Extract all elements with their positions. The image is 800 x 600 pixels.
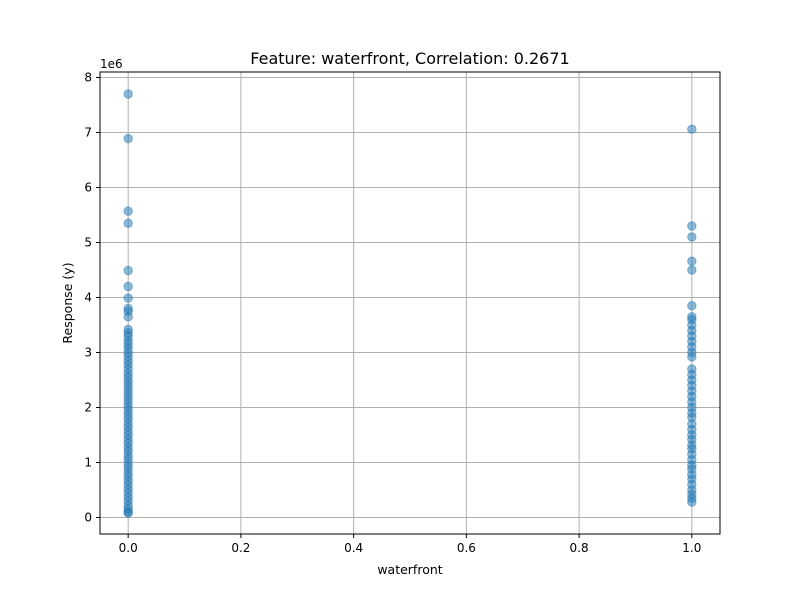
y-tick-label: 1 [84,456,92,470]
y-offset-label: 1e6 [100,57,123,71]
data-point [123,281,133,292]
data-point [123,265,133,276]
chart-title: Feature: waterfront, Correlation: 0.2671 [250,49,569,68]
data-point [123,133,133,144]
y-tick-label: 8 [84,71,92,85]
points-layer [123,89,697,518]
data-point [123,312,133,322]
y-tick-label: 4 [84,291,92,305]
data-point [687,124,697,134]
x-tick-label: 0.2 [231,541,250,555]
x-tick-label: 0.6 [457,541,476,555]
data-point [687,497,697,507]
y-tick-label: 7 [84,126,92,140]
data-point [123,206,133,216]
data-point [687,265,697,275]
x-tick-label: 1.0 [682,541,701,555]
data-point [123,89,133,99]
data-point [687,221,697,231]
x-tick-label: 0.8 [570,541,589,555]
x-tick-label: 0.4 [344,541,363,555]
data-point [687,232,697,242]
data-point [123,293,133,303]
y-tick-label: 5 [84,236,92,250]
y-tick-label: 6 [84,181,92,195]
data-point [123,508,133,518]
y-axis-label: Response (y) [60,262,75,343]
x-tick-label: 0.0 [119,541,138,555]
ticks-layer: 0.0 0.2 0.4 0.6 0.8 1.0 0 1 2 3 4 5 6 7 8 [84,71,701,556]
data-point [123,218,133,228]
y-tick-label: 0 [84,511,92,525]
x-axis-label: waterfront [377,562,442,577]
data-point [687,256,697,266]
y-tick-label: 2 [84,401,92,415]
grid-layer [100,72,720,534]
data-point [687,301,697,311]
data-point [687,352,697,362]
plot-frame [99,71,721,535]
y-tick-label: 3 [84,346,92,360]
